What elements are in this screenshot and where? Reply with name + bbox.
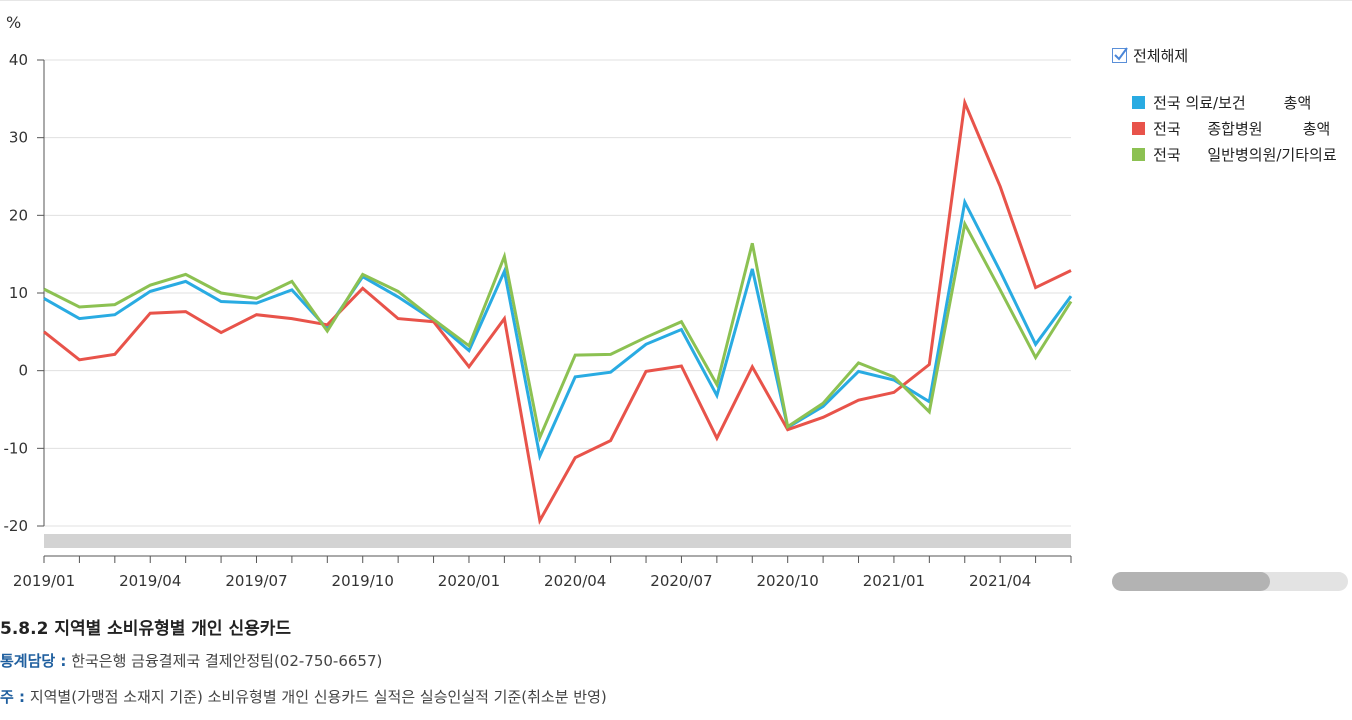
y-axis-ticks: 40 30 20 10 0 -10 -20	[4, 51, 44, 535]
x-tick-label: 2019/10	[332, 572, 394, 590]
x-tick-label: 2019/01	[13, 572, 75, 590]
chart-scrollbar-track[interactable]	[44, 534, 1071, 548]
legend-item-label: 전국 종합병원 총액	[1153, 120, 1331, 138]
y-tick-label: 0	[18, 362, 28, 380]
legend-item-medical-health[interactable]: 전국 의료/보건 총액	[1112, 70, 1352, 112]
gridlines	[44, 59, 1071, 527]
y-tick-label: 40	[9, 51, 28, 69]
x-tick-label: 2020/07	[650, 572, 712, 590]
legend-scrollbar-thumb[interactable]	[1112, 572, 1270, 591]
y-tick-label: -10	[4, 439, 29, 457]
legend-swatch-red	[1132, 122, 1146, 135]
x-tick-label: 2019/04	[119, 572, 181, 590]
contact-value: 한국은행 금융결제국 결제안정팀(02-750-6657)	[71, 652, 383, 670]
legend-item-clinics-other[interactable]: 전국 일반병의원/기타의료	[1112, 122, 1352, 164]
series-lines	[43, 97, 1073, 525]
top-rule	[0, 0, 1352, 1]
y-tick-label: -20	[4, 517, 29, 535]
legend: 전체해제 전국 의료/보건 총액 전국 종합병원 총액 전국 일반병의원/기타의…	[1112, 44, 1352, 164]
note-line: 주 : 지역별(가맹점 소재지 기준) 소비유형별 개인 신용카드 실적은 실승…	[0, 686, 607, 707]
y-tick-label: 20	[9, 206, 28, 224]
legend-item-label: 전국 일반병의원/기타의료	[1153, 146, 1337, 164]
x-tick-label: 2020/04	[544, 572, 606, 590]
series-line-3[interactable]	[43, 219, 1073, 443]
x-tick-label: 2021/04	[969, 572, 1031, 590]
note-label: 주 :	[0, 688, 26, 706]
x-tick-label: 2021/01	[863, 572, 925, 590]
y-axis-unit: %	[6, 13, 21, 32]
note-value: 지역별(가맹점 소재지 기준) 소비유형별 개인 신용카드 실적은 실승인실적 …	[29, 688, 607, 706]
legend-swatch-blue	[1132, 96, 1146, 109]
contact-line: 통계담당 : 한국은행 금융결제국 결제안정팀(02-750-6657)	[0, 650, 382, 671]
series-line-2[interactable]	[43, 97, 1072, 525]
x-tick-label: 2020/10	[757, 572, 819, 590]
series-line-1[interactable]	[43, 197, 1073, 462]
x-axis-ticks: 2019/01 2019/04 2019/07 2019/10 2020/01 2020/…	[13, 556, 1072, 590]
axes	[43, 60, 1071, 557]
x-tick-label: 2020/01	[438, 572, 500, 590]
legend-item-general-hospital[interactable]: 전국 종합병원 총액	[1112, 96, 1352, 138]
y-tick-label: 30	[9, 129, 28, 147]
legend-toggle-all[interactable]: 전체해제	[1112, 44, 1352, 66]
legend-toggle-label: 전체해제	[1133, 46, 1189, 65]
legend-item-label: 전국 의료/보건 총액	[1153, 94, 1312, 112]
y-tick-label: 10	[9, 284, 28, 302]
legend-scrollbar[interactable]	[1112, 572, 1348, 591]
x-tick-label: 2019/07	[225, 572, 287, 590]
checkbox-icon[interactable]	[1112, 46, 1128, 63]
table-title: 5.8.2 지역별 소비유형별 개인 신용카드	[0, 619, 292, 639]
contact-label: 통계담당 :	[0, 652, 67, 670]
legend-swatch-green	[1132, 148, 1146, 161]
